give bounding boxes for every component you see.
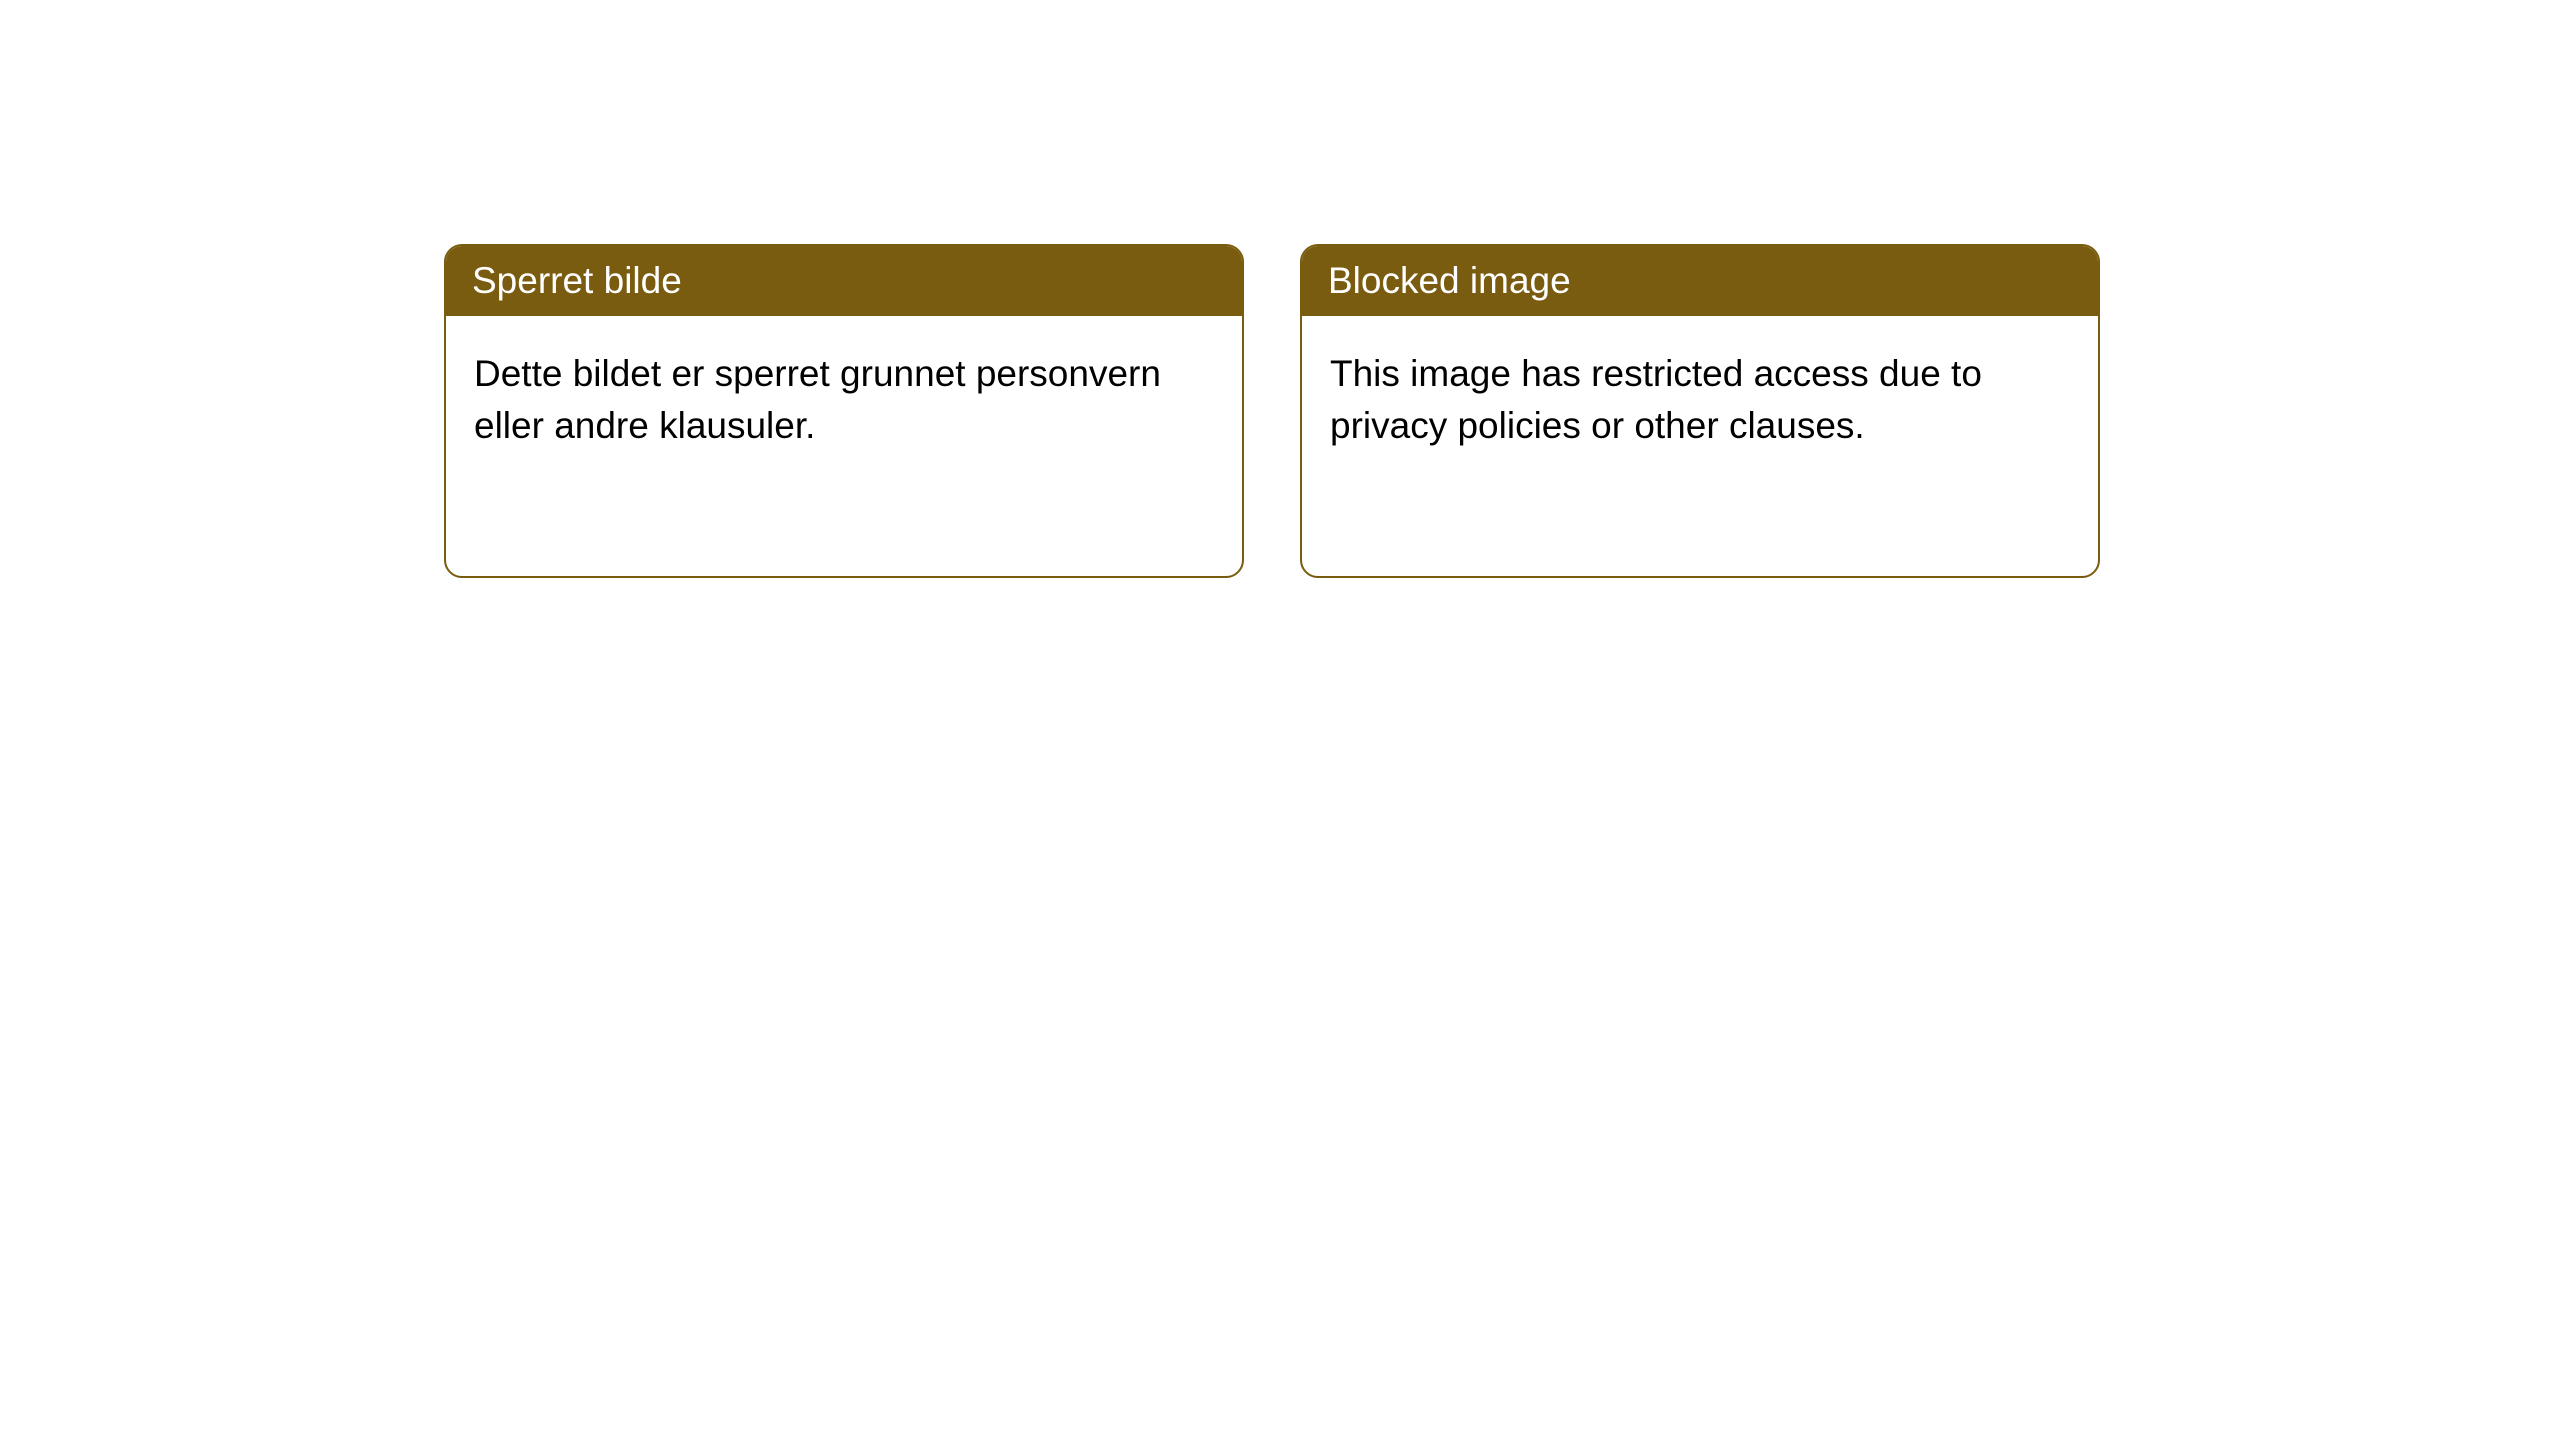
notice-body: Dette bildet er sperret grunnet personve… [446,316,1242,484]
notice-body: This image has restricted access due to … [1302,316,2098,484]
notice-header: Sperret bilde [446,246,1242,316]
notice-title: Blocked image [1328,260,1571,301]
notice-header: Blocked image [1302,246,2098,316]
notice-container: Sperret bilde Dette bildet er sperret gr… [0,0,2560,578]
notice-text: This image has restricted access due to … [1330,353,1982,446]
notice-card-norwegian: Sperret bilde Dette bildet er sperret gr… [444,244,1244,578]
notice-card-english: Blocked image This image has restricted … [1300,244,2100,578]
notice-title: Sperret bilde [472,260,682,301]
notice-text: Dette bildet er sperret grunnet personve… [474,353,1161,446]
